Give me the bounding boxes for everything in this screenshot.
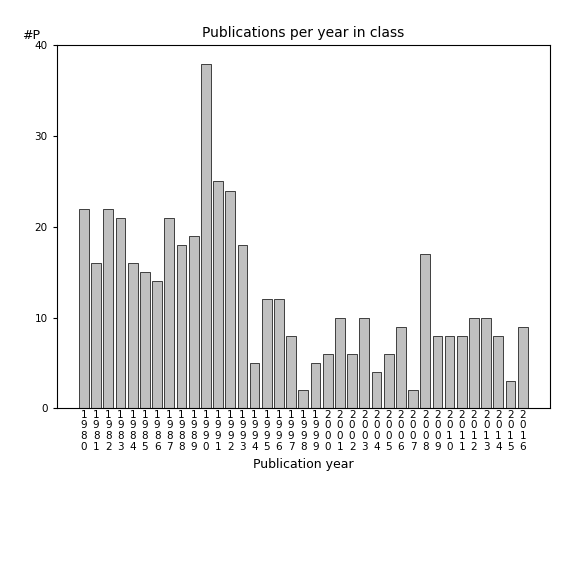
Bar — [311, 363, 320, 408]
Bar — [359, 318, 369, 408]
Title: Publications per year in class: Publications per year in class — [202, 26, 404, 40]
Bar — [493, 336, 503, 408]
Bar — [249, 363, 260, 408]
Bar — [274, 299, 284, 408]
Bar — [176, 245, 187, 408]
Bar — [128, 263, 138, 408]
Bar — [189, 236, 198, 408]
Bar — [298, 390, 308, 408]
Bar — [323, 354, 333, 408]
Bar — [457, 336, 467, 408]
Bar — [396, 327, 406, 408]
Bar — [335, 318, 345, 408]
Bar — [408, 390, 418, 408]
Bar — [116, 218, 125, 408]
Bar — [384, 354, 393, 408]
Bar — [481, 318, 491, 408]
Bar — [286, 336, 296, 408]
Bar — [371, 372, 382, 408]
Bar — [79, 209, 89, 408]
Bar — [91, 263, 101, 408]
Bar — [347, 354, 357, 408]
Bar — [506, 381, 515, 408]
Bar — [518, 327, 527, 408]
Bar — [420, 254, 430, 408]
Text: #P: #P — [22, 29, 40, 42]
Bar — [164, 218, 174, 408]
Bar — [445, 336, 455, 408]
Bar — [152, 281, 162, 408]
Bar — [201, 64, 211, 408]
Bar — [104, 209, 113, 408]
Bar — [262, 299, 272, 408]
Bar — [433, 336, 442, 408]
Bar — [225, 191, 235, 408]
Bar — [469, 318, 479, 408]
Bar — [238, 245, 247, 408]
X-axis label: Publication year: Publication year — [253, 458, 354, 471]
Bar — [140, 272, 150, 408]
Bar — [213, 181, 223, 408]
